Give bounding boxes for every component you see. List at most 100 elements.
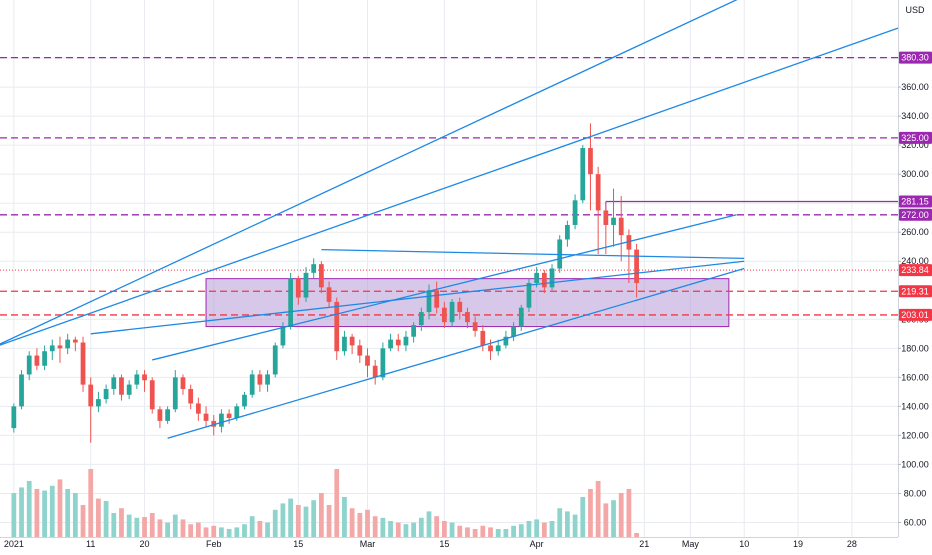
candle [272, 342, 278, 378]
candle [342, 330, 347, 356]
time-tick-label: 10 [739, 539, 749, 549]
candle [526, 278, 532, 313]
volume-bar [226, 529, 232, 537]
volume-bar [11, 493, 17, 537]
candle-body [418, 312, 424, 326]
candle [111, 374, 117, 395]
volume-bar [372, 516, 378, 537]
candle [149, 377, 155, 414]
candle-body [372, 365, 378, 378]
price-tick-label: 160.00 [901, 372, 929, 382]
time-tick-label: 21 [639, 539, 649, 549]
volume-bar [472, 529, 478, 537]
volume-bar [411, 522, 417, 537]
candle-body [149, 380, 155, 410]
candle-body [49, 345, 55, 352]
volume-bar [557, 508, 563, 537]
volume-bar [303, 506, 309, 537]
candle [42, 345, 47, 371]
candle [388, 333, 393, 352]
candle-body [534, 272, 540, 284]
candle-body [88, 384, 94, 407]
candle-body [234, 406, 240, 418]
volume-bar [457, 525, 463, 537]
volume-bar [272, 509, 278, 537]
price-tick: 360.00 [898, 82, 929, 92]
candle-body [11, 406, 17, 429]
candle [280, 322, 286, 349]
candle [334, 297, 340, 360]
time-tick: 2021 [4, 539, 24, 549]
candle-body [434, 290, 440, 308]
volume-bar [388, 521, 393, 537]
volume-bar [549, 521, 555, 537]
price-tick: 60.00 [898, 517, 926, 527]
volume-bar [134, 517, 140, 537]
candle-body [96, 399, 101, 407]
candle [418, 307, 424, 331]
candle-body [349, 336, 355, 346]
level-label-text: 203.01 [901, 310, 929, 320]
volume-bar [465, 527, 470, 537]
candle [249, 370, 255, 398]
candle [503, 330, 509, 349]
volume-bar [442, 521, 447, 537]
volume-bar [257, 521, 263, 537]
volume-bar [449, 522, 455, 537]
price-tick: 180.00 [898, 343, 929, 353]
volume-bar [165, 522, 170, 537]
level-label-text: 281.15 [901, 197, 929, 207]
volume-bar [242, 524, 247, 537]
volume-bar [572, 514, 578, 537]
candle-body [203, 413, 209, 421]
candle [380, 342, 386, 381]
candle-body [119, 377, 124, 395]
candle-body [57, 345, 63, 349]
trend-line [90, 260, 745, 335]
candle [49, 339, 55, 360]
time-tick: Apr [530, 539, 544, 549]
candle-body [65, 339, 71, 349]
candle-body [488, 345, 493, 352]
candle [126, 380, 132, 400]
candle-body [472, 322, 478, 331]
candle [618, 195, 624, 262]
candle [119, 374, 124, 401]
level-label-text: 272.00 [901, 210, 929, 220]
time-tick-label: 28 [847, 539, 857, 549]
level-label-bg [899, 208, 932, 221]
candle-body [111, 377, 117, 389]
price-tick-label: 180.00 [901, 343, 929, 353]
level-label-text: 219.31 [901, 286, 929, 296]
candle-body [180, 377, 186, 389]
candle [88, 377, 94, 443]
candle-body [142, 374, 147, 381]
candles [11, 123, 639, 443]
candle-body [526, 283, 532, 308]
price-tick-label: 120.00 [901, 430, 929, 440]
candle [72, 336, 78, 352]
volume-bar [534, 519, 540, 537]
volume-bar [211, 525, 217, 537]
price-tick: 140.00 [898, 401, 929, 411]
price-tick-label: 320.00 [901, 140, 929, 150]
candle [372, 359, 378, 385]
trend-line [0, 15, 932, 346]
time-axis[interactable] [0, 537, 932, 550]
candle-body [19, 374, 24, 407]
candle-body [188, 388, 194, 404]
price-tick-label: 100.00 [901, 459, 929, 469]
candle [465, 307, 470, 329]
candle [449, 298, 455, 327]
candle [157, 406, 163, 429]
time-tick-label: May [682, 539, 700, 549]
level-label-bg [899, 285, 932, 298]
level-price-label: 219.31 [899, 285, 932, 298]
volume-bar [611, 500, 616, 537]
candle-body [226, 413, 232, 418]
volume-bar [426, 511, 432, 537]
volume-bar [588, 489, 593, 537]
candle [411, 322, 417, 343]
